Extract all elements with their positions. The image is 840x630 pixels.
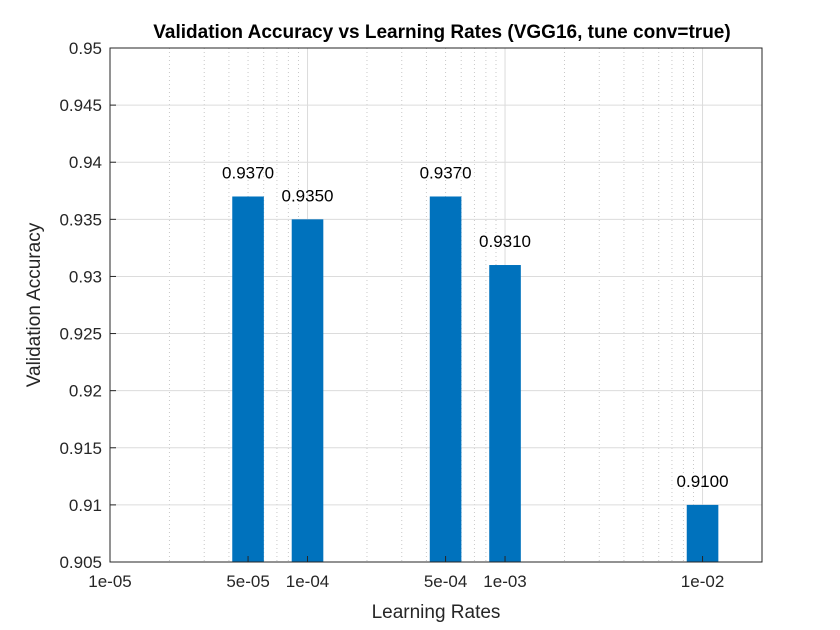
bar-value-label: 0.9310 [479,232,531,251]
bar-value-label: 0.9350 [282,186,334,205]
bar [291,219,324,563]
y-tick-label: 0.92 [69,382,102,401]
y-tick-label: 0.925 [59,325,102,344]
y-tick-label: 0.935 [59,210,102,229]
y-axis-label: Validation Accuracy [24,222,45,387]
y-tick-label: 0.93 [69,267,102,286]
y-tick-label: 0.915 [59,439,102,458]
y-tick-label: 0.95 [69,39,102,58]
data-labels: 0.9370 0.9350 0.9370 0.9310 0.9100 [222,163,728,490]
ticks: 0.905 0.91 0.915 0.92 0.925 0.93 0.935 0.94 0.94… [59,39,724,591]
y-tick-label: 0.91 [69,496,102,515]
bar [489,265,521,562]
x-tick-label: 1e-03 [483,572,526,591]
bar [429,196,462,562]
y-tick-label: 0.905 [59,553,102,572]
x-tick-label: 1e-05 [88,572,131,591]
bar-value-label: 0.9100 [677,472,729,491]
x-axis-label: Learning Rates [372,602,501,623]
bar-value-label: 0.9370 [222,163,274,182]
x-tick-label: 5e-05 [226,572,269,591]
bar [686,504,719,562]
x-tick-label: 1e-04 [286,572,329,591]
y-tick-label: 0.945 [59,96,102,115]
y-tick-label: 0.94 [69,153,102,172]
bar [232,196,264,562]
x-tick-label: 1e-02 [681,572,724,591]
chart-title: Validation Accuracy vs Learning Rates (V… [153,22,730,43]
bars [232,196,719,563]
bar-value-label: 0.9370 [420,163,472,182]
plot-frame [109,47,763,563]
x-tick-label: 5e-04 [424,572,467,591]
